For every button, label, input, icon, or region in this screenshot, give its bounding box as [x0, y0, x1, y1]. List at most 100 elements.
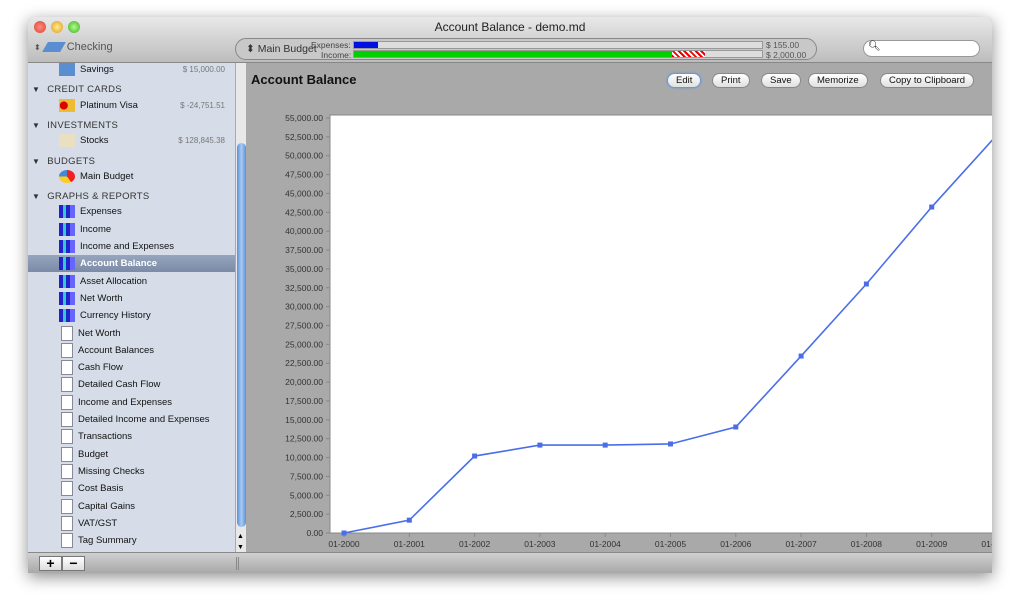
y-tick-label: 2,500.00 — [290, 509, 323, 519]
sidebar-item[interactable]: Savings $ 15,000.00 — [28, 61, 235, 78]
account-balance: $ -24,751.51 — [180, 100, 225, 110]
titlebar: Account Balance - demo.md ⬍ Checking ⬍ Ma… — [28, 17, 992, 63]
sidebar: Savings $ 15,000.00 ▼ CREDIT CARDS Platinum … — [28, 63, 235, 552]
sidebar-item-label: Income and Expenses — [78, 396, 173, 408]
sidebar-item-label: Expenses — [80, 206, 122, 218]
sidebar-item[interactable]: Tag Summary — [28, 532, 235, 549]
sidebar-section-header[interactable]: ▼ INVESTMENTS — [28, 117, 235, 134]
sidebar-scrollbar[interactable]: ▲ ▼ — [235, 63, 246, 552]
sidebar-item[interactable]: Detailed Cash Flow — [28, 376, 235, 393]
sidebar-item[interactable]: Cost Basis — [28, 480, 235, 497]
report-document-icon — [61, 481, 73, 497]
sidebar-item[interactable]: Main Budget — [28, 168, 235, 185]
budget-name[interactable]: ⬍ Main Budget — [246, 43, 317, 55]
save-button[interactable]: Save — [761, 73, 801, 88]
x-tick-label: 01-2000 — [328, 539, 359, 549]
sidebar-item[interactable]: Capital Gains — [28, 498, 235, 515]
sidebar-item-label: Detailed Income and Expenses — [78, 414, 210, 425]
add-button[interactable]: + — [39, 556, 62, 571]
minimize-button[interactable] — [51, 21, 63, 33]
sidebar-item[interactable]: Transactions — [28, 428, 235, 445]
sidebar-section-header[interactable]: ▼ GRAPHS & REPORTS — [28, 188, 235, 205]
sidebar-section-header[interactable]: ▼ BUDGETS — [28, 153, 235, 170]
disclosure-triangle-icon[interactable]: ▼ — [32, 85, 41, 95]
income-label: Income: — [321, 50, 352, 60]
income-amount: $ 2,000.00 — [766, 50, 807, 60]
data-point — [929, 204, 935, 210]
sidebar-item-label: Main Budget — [80, 170, 134, 182]
pie-chart-icon — [59, 169, 75, 183]
copy-to-clipboard-button[interactable]: Copy to Clipboard — [880, 73, 975, 88]
sidebar-item[interactable]: Expenses — [28, 203, 235, 220]
y-tick-label: 47,500.00 — [285, 170, 323, 180]
sidebar-item-label: Transactions — [78, 431, 133, 443]
sidebar-item[interactable]: Cash Flow — [28, 359, 235, 376]
graph-icon — [59, 205, 75, 219]
sidebar-item[interactable]: Income and Expenses — [28, 238, 235, 255]
scroll-down-arrow[interactable]: ▼ — [237, 544, 244, 551]
sidebar-item[interactable]: Net Worth — [28, 290, 235, 307]
sidebar-item-label: Net Worth — [78, 327, 121, 339]
report-document-icon — [61, 463, 73, 479]
sidebar-item[interactable]: Missing Checks — [28, 463, 235, 480]
sidebar-item[interactable]: Net Worth — [28, 325, 235, 342]
report-document-icon — [61, 342, 73, 358]
memorize-button[interactable]: Memorize — [808, 73, 868, 88]
sidebar-item-label: Net Worth — [80, 292, 123, 304]
sidebar-item[interactable]: Asset Allocation — [28, 273, 235, 290]
sidebar-item-label: Tag Summary — [78, 535, 137, 547]
expenses-amount: $ 155.00 — [766, 40, 800, 50]
y-tick-label: 25,000.00 — [285, 339, 323, 349]
report-document-icon — [61, 429, 73, 445]
account-balance-chart: 0.00 2,500.00 5,000.00 7,500.00 10,000.00 12,… — [285, 113, 992, 569]
account-selector[interactable]: ⬍ Checking — [34, 41, 113, 53]
y-tick-label: 52,500.00 — [285, 132, 323, 142]
x-tick-label: 01-2008 — [851, 539, 882, 549]
credit-card-icon — [59, 98, 75, 112]
sidebar-item-label: Asset Allocation — [80, 275, 148, 287]
sidebar-item[interactable]: Income — [28, 221, 235, 238]
disclosure-triangle-icon[interactable]: ▼ — [32, 192, 41, 202]
sidebar-section-header[interactable]: ▼ CREDIT CARDS — [28, 81, 235, 98]
sidebar-item[interactable]: Stocks $ 128,845.38 — [28, 132, 235, 149]
zoom-button[interactable] — [68, 21, 80, 33]
y-tick-label: 27,500.00 — [285, 321, 323, 331]
sidebar-item[interactable]: Income and Expenses — [28, 394, 235, 411]
sidebar-item-label: Capital Gains — [78, 500, 136, 512]
scroll-thumb[interactable] — [237, 143, 246, 527]
split-handle[interactable] — [236, 557, 239, 570]
sidebar-item[interactable]: Platinum Visa $ -24,751.51 — [28, 97, 235, 114]
y-tick-label: 35,000.00 — [285, 264, 323, 274]
y-tick-label: 30,000.00 — [285, 302, 323, 312]
budget-label: Main Budget — [257, 43, 317, 55]
bottom-bar: + − — [28, 552, 992, 573]
report-panel: Account Balance Edit Print Save Memorize… — [246, 63, 992, 569]
sidebar-item-label: Platinum Visa — [80, 99, 138, 111]
budget-bar[interactable]: ⬍ Main Budget Expenses: Income: $ 155.00… — [235, 38, 817, 60]
account-name: Checking — [66, 41, 113, 53]
edit-button[interactable]: Edit — [667, 73, 702, 88]
sidebar-item-label: INVESTMENTS — [47, 119, 119, 131]
disclosure-triangle-icon[interactable]: ▼ — [32, 156, 41, 166]
x-tick-label: 01-2005 — [655, 539, 686, 549]
search-input[interactable]: 🔍︎ — [863, 40, 980, 57]
x-tick-label: 01-2007 — [785, 539, 816, 549]
print-button[interactable]: Print — [712, 73, 750, 88]
sidebar-item[interactable]: Account Balances — [28, 342, 235, 359]
sidebar-item[interactable]: Account Balance — [28, 255, 235, 273]
data-point — [602, 442, 608, 448]
data-point — [472, 453, 478, 459]
sidebar-item[interactable]: Detailed Income and Expenses — [28, 411, 235, 428]
sidebar-item[interactable]: VAT/GST — [28, 515, 235, 532]
sidebar-item-label: Stocks — [80, 135, 109, 147]
report-document-icon — [61, 360, 73, 376]
bank-card-icon — [41, 42, 66, 52]
sidebar-item[interactable]: Currency History — [28, 307, 235, 324]
scroll-up-arrow[interactable]: ▲ — [237, 533, 244, 540]
disclosure-triangle-icon[interactable]: ▼ — [32, 120, 41, 130]
remove-button[interactable]: − — [62, 556, 85, 571]
sidebar-item[interactable]: Budget — [28, 446, 235, 463]
sidebar-item-label: Account Balances — [78, 344, 155, 356]
close-button[interactable] — [34, 21, 46, 33]
report-document-icon — [61, 394, 73, 410]
